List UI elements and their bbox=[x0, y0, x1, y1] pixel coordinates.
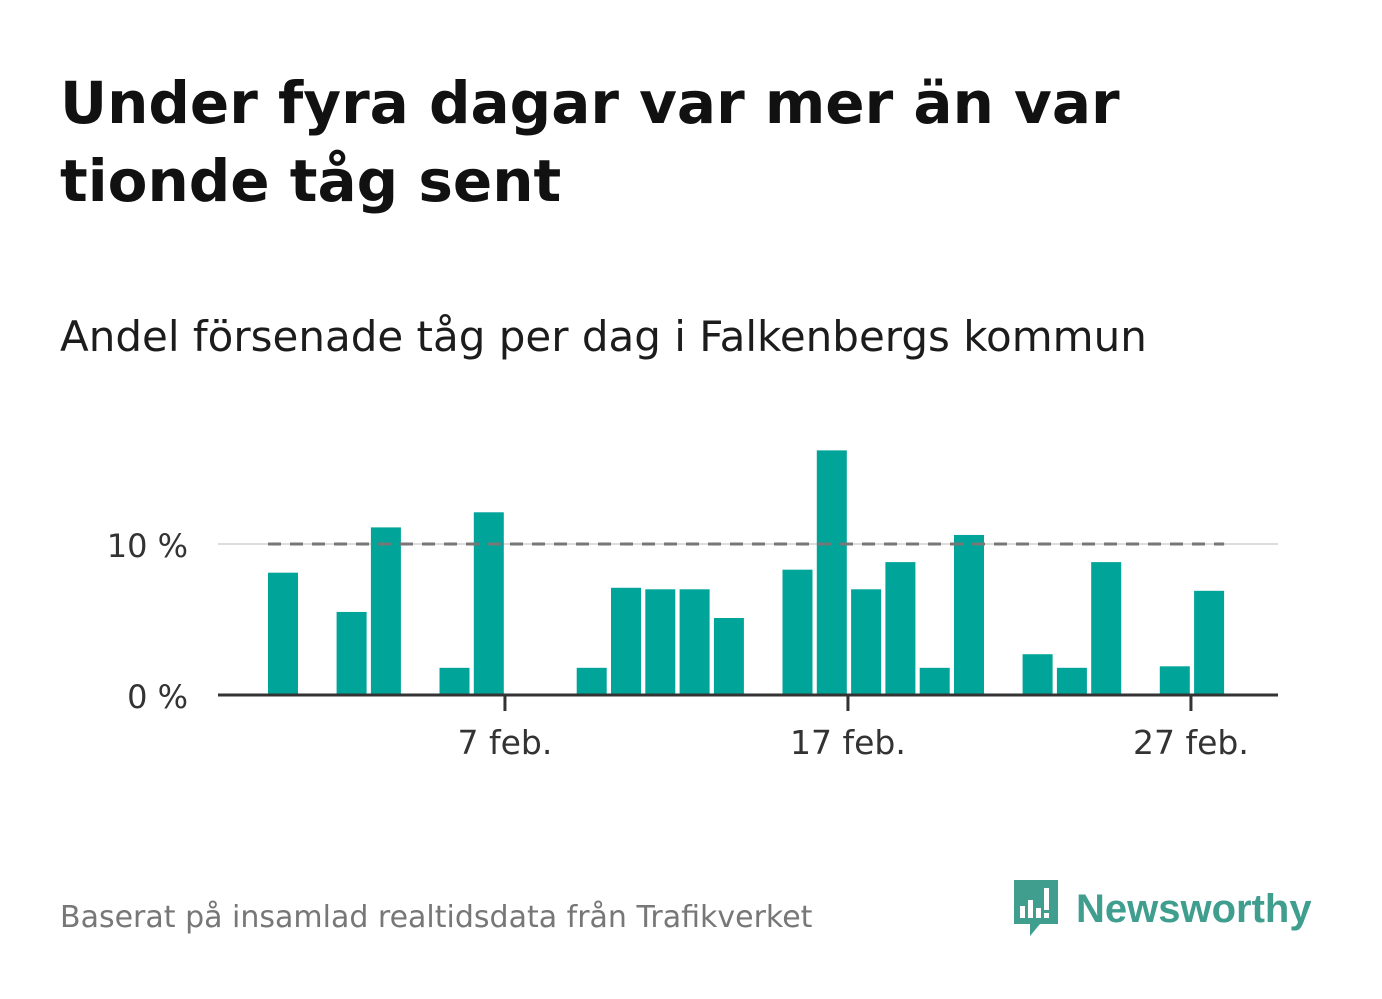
axes: 0 % 10 % 7 feb. 17 feb. 27 feb. bbox=[107, 527, 1278, 762]
bar bbox=[679, 589, 710, 695]
bar bbox=[954, 534, 984, 695]
brand-logo[interactable]: Newsworthy bbox=[1010, 878, 1312, 940]
bar bbox=[1159, 666, 1190, 695]
y-tick-label: 0 % bbox=[127, 678, 188, 716]
bar bbox=[576, 667, 607, 695]
x-tick-label: 7 feb. bbox=[458, 723, 553, 762]
bar bbox=[782, 569, 813, 695]
bar bbox=[1022, 654, 1053, 695]
bar bbox=[611, 587, 641, 695]
bar bbox=[885, 562, 916, 695]
x-tick-label: 17 feb. bbox=[790, 723, 906, 762]
bar bbox=[713, 617, 744, 695]
bar bbox=[1056, 667, 1087, 695]
bar bbox=[473, 512, 504, 695]
y-tick-label: 10 % bbox=[107, 527, 188, 565]
x-tick-label: 27 feb. bbox=[1133, 723, 1249, 762]
bar bbox=[1194, 590, 1225, 695]
bar bbox=[919, 667, 950, 695]
bar bbox=[268, 572, 298, 695]
brand-name: Newsworthy bbox=[1076, 886, 1312, 931]
chart-title: Under fyra dagar var mer än var tionde t… bbox=[60, 69, 1120, 215]
source-note: Baserat på insamlad realtidsdata från Tr… bbox=[60, 900, 813, 935]
bar bbox=[336, 611, 367, 695]
bars bbox=[268, 450, 1225, 695]
bar bbox=[645, 589, 676, 695]
chart-subtitle: Andel försenade tåg per dag i Falkenberg… bbox=[60, 312, 1147, 361]
bar bbox=[370, 527, 401, 695]
bar bbox=[851, 589, 882, 695]
bar bbox=[1091, 562, 1122, 695]
bar bbox=[816, 450, 847, 695]
bar bbox=[439, 667, 470, 695]
newsworthy-logo-icon bbox=[1014, 880, 1058, 936]
